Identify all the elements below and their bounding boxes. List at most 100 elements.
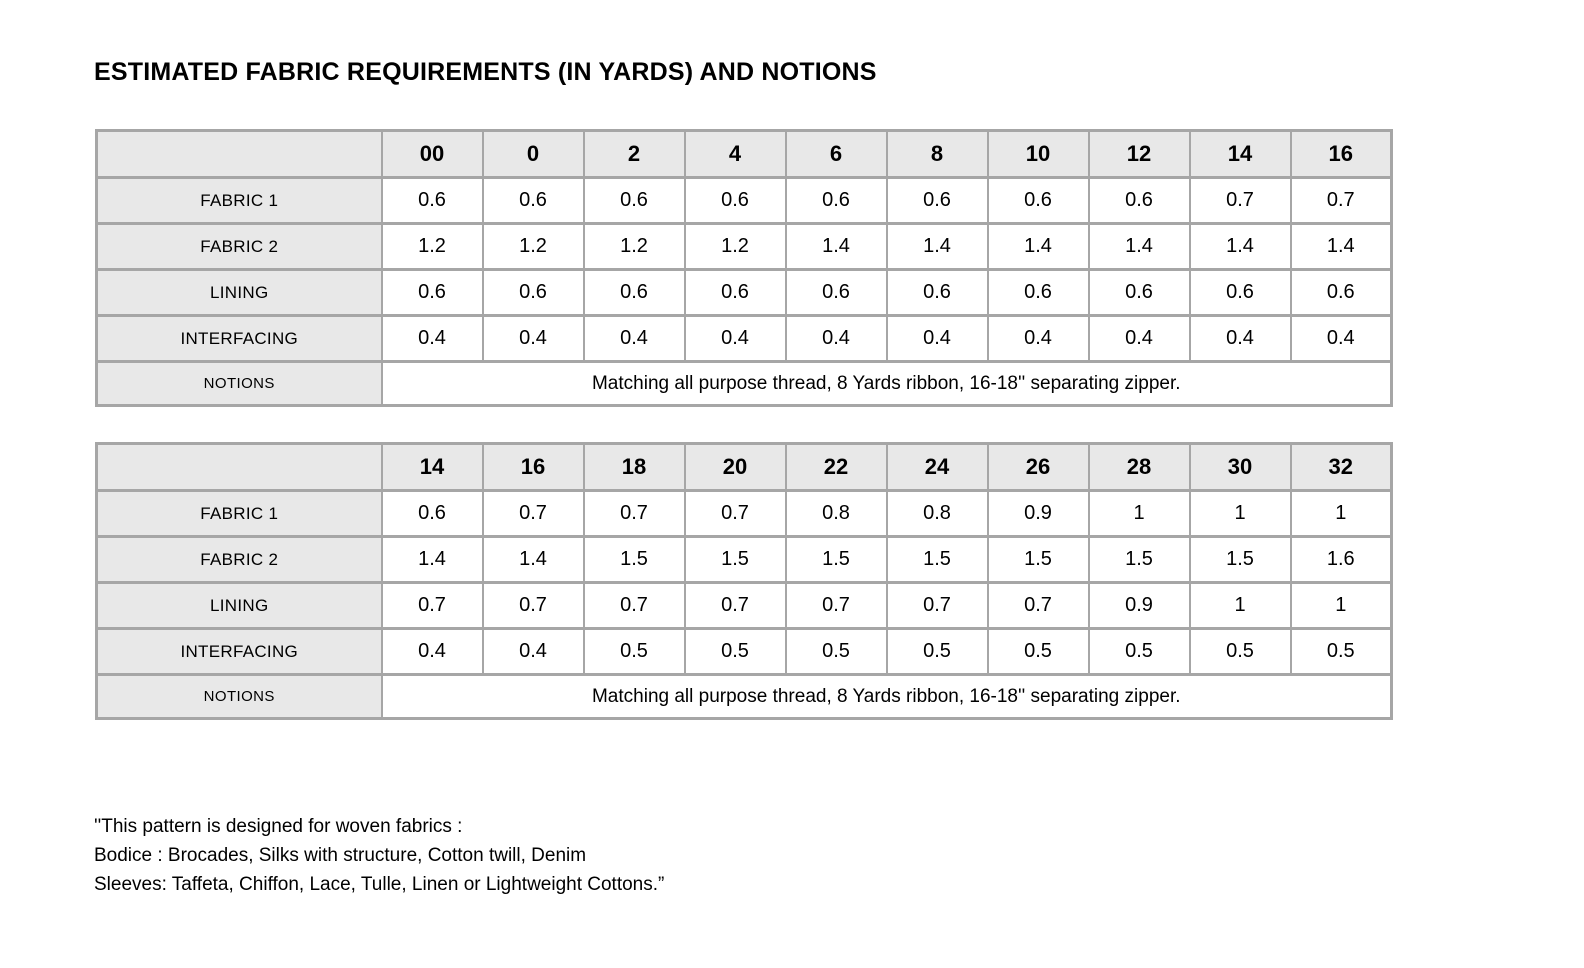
yardage-value-cell: 0.5 [683,627,787,676]
yardage-value-cell: 0.7 [380,581,484,630]
notions-text-cell: Matching all purpose thread, 8 Yards rib… [380,673,1393,720]
yardage-value-cell: 1 [1087,489,1191,538]
yardage-value-cell: 0.7 [784,581,888,630]
yardage-value-cell: 1.5 [1188,535,1292,584]
yardage-value-cell: 1.5 [986,535,1090,584]
yardage-value-cell: 0.7 [481,581,585,630]
yardage-value-cell: 0.7 [683,581,787,630]
yardage-value-cell: 1 [1188,581,1292,630]
yardage-value-cell: 0.4 [481,314,585,363]
yardage-value-cell: 0.6 [582,176,686,225]
yardage-value-cell: 1.2 [683,222,787,271]
yardage-value-cell: 0.5 [885,627,989,676]
size-header-cell: 12 [1087,129,1191,179]
size-header-row: 14 16 18 20 22 24 26 28 30 32 [95,442,1393,492]
yardage-value-cell: 0.4 [683,314,787,363]
yardage-value-cell: 0.6 [986,176,1090,225]
fabric-requirements-table-sizes-14-32: 14 16 18 20 22 24 26 28 30 32 FABRIC 1 0.6 0.7 0.7 0.7… [95,442,1393,720]
size-header-cell: 6 [784,129,888,179]
row-label-cell: INTERFACING [95,314,383,363]
size-header-cell: 30 [1188,442,1292,492]
notions-text-cell: Matching all purpose thread, 8 Yards rib… [380,360,1393,407]
yardage-value-cell: 0.6 [481,268,585,317]
yardage-value-cell: 1.4 [885,222,989,271]
yardage-value-cell: 0.6 [582,268,686,317]
note-line-3: Sleeves: Taffeta, Chiffon, Lace, Tulle, … [94,874,665,895]
size-header-row: 00 0 2 4 6 8 10 12 14 16 [95,129,1393,179]
yardage-value-cell: 0.5 [582,627,686,676]
row-label-cell: LINING [95,268,383,317]
yardage-value-cell: 0.7 [885,581,989,630]
yardage-value-cell: 0.6 [885,176,989,225]
yardage-value-cell: 1.2 [481,222,585,271]
notions-label-cell: NOTIONS [95,673,383,720]
size-header-cell: 4 [683,129,787,179]
yardage-value-cell: 0.6 [380,268,484,317]
fabric-requirements-table-sizes-00-16: 00 0 2 4 6 8 10 12 14 16 FABRIC 1 0.6 0.6 0.6 0.6 0.6 0.… [95,129,1393,407]
yardage-value-cell: 0.9 [1087,581,1191,630]
yardage-value-cell: 1.5 [582,535,686,584]
yardage-value-cell: 0.4 [1087,314,1191,363]
yardage-value-cell: 0.5 [1087,627,1191,676]
yardage-value-cell: 1.5 [1087,535,1191,584]
yardage-value-cell: 0.7 [1188,176,1292,225]
size-header-cell: 2 [582,129,686,179]
size-header-cell: 28 [1087,442,1191,492]
yardage-value-cell: 0.4 [380,314,484,363]
yardage-value-cell: 0.6 [885,268,989,317]
notions-row: NOTIONS Matching all purpose thread, 8 Ya… [95,673,1393,720]
yardage-value-cell: 0.7 [1289,176,1393,225]
size-header-cell: 16 [481,442,585,492]
yardage-value-cell: 0.7 [481,489,585,538]
yardage-value-cell: 0.6 [784,176,888,225]
yardage-value-cell: 1.2 [582,222,686,271]
yardage-value-cell: 1.5 [885,535,989,584]
yardage-value-cell: 0.4 [1188,314,1292,363]
yardage-value-cell: 0.8 [784,489,888,538]
yardage-value-cell: 1.2 [380,222,484,271]
yardage-value-cell: 0.5 [784,627,888,676]
fabric-row: FABRIC 2 1.4 1.4 1.5 1.5 1.5 1.5 1.5 1.5 1.5 1.6 [95,535,1393,584]
yardage-value-cell: 1.6 [1289,535,1393,584]
fabric-row: INTERFACING 0.4 0.4 0.5 0.5 0.5 0.5 0.5 0.5 0.5 0.… [95,627,1393,676]
yardage-value-cell: 0.6 [1188,268,1292,317]
row-label-cell: INTERFACING [95,627,383,676]
yardage-value-cell: 0.7 [986,581,1090,630]
yardage-value-cell: 1 [1188,489,1292,538]
yardage-value-cell: 1.4 [1289,222,1393,271]
fabric-row: FABRIC 2 1.2 1.2 1.2 1.2 1.4 1.4 1.4 1.4 1.4 1.4 [95,222,1393,271]
yardage-value-cell: 0.4 [1289,314,1393,363]
yardage-value-cell: 0.8 [885,489,989,538]
size-header-cell: 10 [986,129,1090,179]
yardage-value-cell: 0.5 [1289,627,1393,676]
size-header-cell: 32 [1289,442,1393,492]
size-header-cell: 8 [885,129,989,179]
yardage-value-cell: 0.7 [582,489,686,538]
yardage-value-cell: 0.9 [986,489,1090,538]
fabric-row: LINING 0.6 0.6 0.6 0.6 0.6 0.6 0.6 0.6 0.6 0.6 [95,268,1393,317]
row-label-cell: FABRIC 2 [95,222,383,271]
size-header-cell: 14 [380,442,484,492]
size-header-cell: 14 [1188,129,1292,179]
yardage-value-cell: 0.6 [380,176,484,225]
yardage-value-cell: 0.6 [1087,176,1191,225]
yardage-value-cell: 0.5 [986,627,1090,676]
yardage-value-cell: 0.7 [683,489,787,538]
yardage-value-cell: 1.4 [986,222,1090,271]
yardage-value-cell: 1.4 [784,222,888,271]
yardage-value-cell: 0.4 [582,314,686,363]
yardage-value-cell: 0.4 [986,314,1090,363]
yardage-value-cell: 0.6 [683,176,787,225]
corner-cell [95,442,383,492]
yardage-value-cell: 1.5 [784,535,888,584]
size-header-cell: 18 [582,442,686,492]
yardage-value-cell: 1.5 [683,535,787,584]
note-line-2: Bodice : Brocades, Silks with structure,… [94,845,587,866]
yardage-value-cell: 0.4 [885,314,989,363]
size-header-cell: 00 [380,129,484,179]
yardage-value-cell: 0.4 [784,314,888,363]
notions-row: NOTIONS Matching all purpose thread, 8 Ya… [95,360,1393,407]
yardage-value-cell: 0.6 [784,268,888,317]
fabric-row: LINING 0.7 0.7 0.7 0.7 0.7 0.7 0.7 0.9 1 1 [95,581,1393,630]
yardage-value-cell: 1 [1289,581,1393,630]
